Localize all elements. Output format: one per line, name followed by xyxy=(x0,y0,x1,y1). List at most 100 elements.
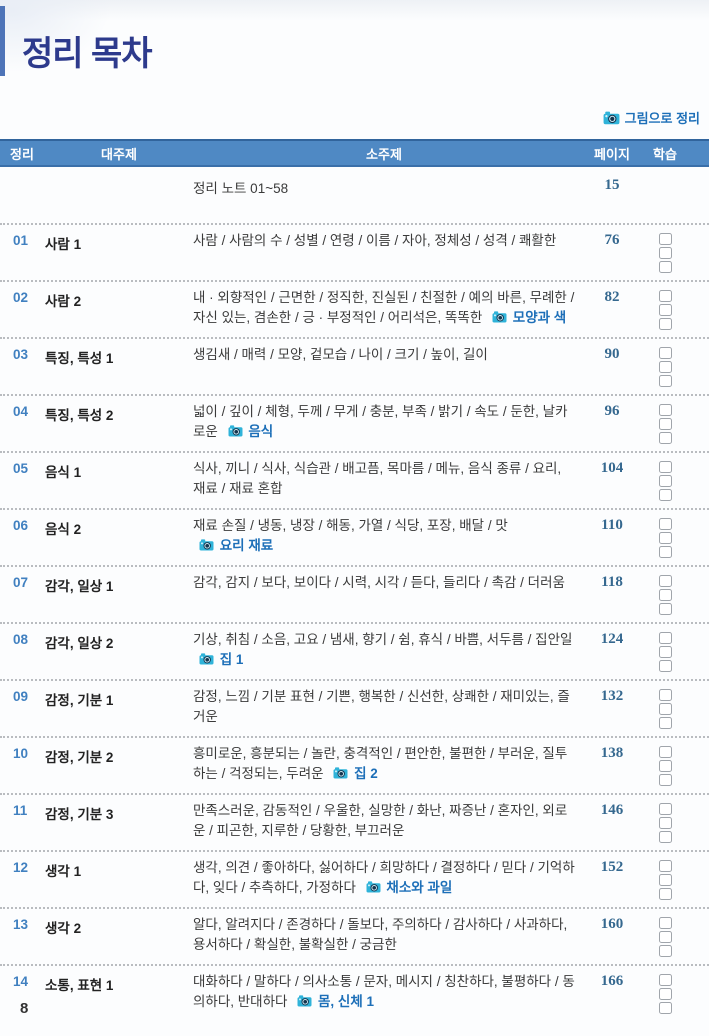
study-checkbox[interactable] xyxy=(658,860,672,872)
row-number: 13 xyxy=(13,917,29,932)
study-checkbox[interactable] xyxy=(658,945,672,957)
photo-tag[interactable]: 요리 재료 xyxy=(193,538,273,553)
row-number: 12 xyxy=(13,860,29,875)
photo-tag[interactable]: 모양과 색 xyxy=(486,310,566,325)
row-main-topic: 사람 2 xyxy=(45,294,82,309)
study-checkbox[interactable] xyxy=(658,632,672,644)
table-row: 03 특징, 특성 1 생김새 / 매력 / 모양, 겉모습 / 나이 / 크기… xyxy=(0,337,709,394)
row-main-topic: 감정, 기분 2 xyxy=(45,750,114,765)
row-subtopics: 대화하다 / 말하다 / 의사소통 / 문자, 메시지 / 칭찬하다, 불평하다… xyxy=(193,972,583,1011)
table-row: 06 음식 2 재료 손질 / 냉동, 냉장 / 해동, 가열 / 식당, 포장… xyxy=(0,508,709,565)
study-checkbox[interactable] xyxy=(658,247,672,259)
study-checkbox[interactable] xyxy=(658,575,672,587)
study-checkbox[interactable] xyxy=(658,475,672,487)
study-checkbox[interactable] xyxy=(658,261,672,273)
subtopic-text: 식사, 끼니 / 식사, 식습관 / 배고픔, 목마름 / 메뉴, 음식 종류 … xyxy=(193,461,562,496)
subtopic-text: 생각, 의견 / 좋아하다, 싫어하다 / 희망하다 / 결정하다 / 믿다 /… xyxy=(193,860,575,895)
photo-tag[interactable]: 음식 xyxy=(222,424,273,439)
study-checkbox[interactable] xyxy=(658,760,672,772)
row-number: 07 xyxy=(13,575,29,590)
row-subtopics: 넓이 / 깊이 / 체형, 두께 / 무게 / 충분, 부족 / 밝기 / 속도… xyxy=(193,402,583,441)
photo-tag-label: 몸, 신체 1 xyxy=(317,993,375,1009)
study-checkboxes xyxy=(641,858,689,900)
study-checkbox[interactable] xyxy=(658,318,672,330)
row-number: 03 xyxy=(13,347,29,362)
study-checkbox[interactable] xyxy=(658,461,672,473)
camera-icon xyxy=(366,880,381,893)
study-checkbox[interactable] xyxy=(658,546,672,558)
study-checkbox[interactable] xyxy=(658,746,672,758)
study-checkbox[interactable] xyxy=(658,931,672,943)
camera-icon xyxy=(603,111,620,124)
row-subtopics: 흥미로운, 흥분되는 / 놀란, 충격적인 / 편안한, 불편한 / 부러운, … xyxy=(193,744,583,783)
study-checkbox[interactable] xyxy=(658,233,672,245)
photo-tag[interactable]: 집 1 xyxy=(193,652,243,667)
study-checkbox[interactable] xyxy=(658,646,672,658)
table-row: 12 생각 1 생각, 의견 / 좋아하다, 싫어하다 / 희망하다 / 결정하… xyxy=(0,850,709,907)
study-checkbox[interactable] xyxy=(658,603,672,615)
study-checkbox[interactable] xyxy=(658,432,672,444)
photo-tag[interactable]: 집 2 xyxy=(327,766,378,781)
study-checkbox[interactable] xyxy=(658,831,672,843)
row-page-number: 132 xyxy=(600,688,624,704)
study-checkbox[interactable] xyxy=(658,774,672,786)
header-main-topic: 대주제 xyxy=(101,146,137,162)
study-checkbox[interactable] xyxy=(658,589,672,601)
row-number: 10 xyxy=(13,746,29,761)
row-number: 14 xyxy=(13,974,29,989)
photo-tag[interactable]: 몸, 신체 1 xyxy=(291,994,374,1009)
study-checkbox[interactable] xyxy=(658,874,672,886)
toc-header-row: 정리 대주제 소주제 페이지 학습 xyxy=(0,139,709,167)
study-checkbox[interactable] xyxy=(658,1002,672,1014)
row-main-topic: 감각, 일상 1 xyxy=(45,579,114,594)
book-page-number: 8 xyxy=(20,1000,29,1017)
note-row-page-number: 15 xyxy=(604,177,620,193)
study-checkbox[interactable] xyxy=(658,518,672,530)
title-accent-stripe xyxy=(0,6,5,76)
row-number: 01 xyxy=(13,233,29,248)
row-main-topic: 생각 1 xyxy=(45,864,82,879)
study-checkbox[interactable] xyxy=(658,361,672,373)
study-checkbox[interactable] xyxy=(658,988,672,1000)
row-subtopics: 사람 / 사람의 수 / 성별 / 연령 / 이름 / 자아, 정체성 / 성격… xyxy=(193,231,583,251)
study-checkbox[interactable] xyxy=(658,404,672,416)
study-checkbox[interactable] xyxy=(658,917,672,929)
study-checkboxes xyxy=(641,516,689,558)
photo-tag[interactable]: 채소와 과일 xyxy=(360,880,452,895)
study-checkbox[interactable] xyxy=(658,532,672,544)
camera-icon xyxy=(492,310,507,323)
study-checkboxes xyxy=(641,402,689,444)
study-checkbox[interactable] xyxy=(658,974,672,986)
study-checkboxes xyxy=(641,630,689,672)
study-checkbox[interactable] xyxy=(658,290,672,302)
table-row: 01 사람 1 사람 / 사람의 수 / 성별 / 연령 / 이름 / 자아, … xyxy=(0,223,709,280)
row-page-number: 104 xyxy=(600,460,624,476)
row-main-topic: 소통, 표현 1 xyxy=(45,978,114,993)
study-checkbox[interactable] xyxy=(658,489,672,501)
table-row: 07 감각, 일상 1 감각, 감지 / 보다, 보이다 / 시력, 시각 / … xyxy=(0,565,709,622)
row-subtopics: 감정, 느낌 / 기분 표현 / 기쁜, 행복한 / 신선한, 상쾌한 / 재미… xyxy=(193,687,583,726)
picture-summary-legend[interactable]: 그림으로 정리 xyxy=(603,108,700,127)
row-subtopics: 내 · 외향적인 / 근면한 / 정직한, 진실된 / 친절한 / 예의 바른,… xyxy=(193,288,583,327)
study-checkbox[interactable] xyxy=(658,717,672,729)
study-checkbox[interactable] xyxy=(658,347,672,359)
study-checkbox[interactable] xyxy=(658,888,672,900)
row-main-topic: 생각 2 xyxy=(45,921,82,936)
row-page-number: 124 xyxy=(600,631,624,647)
study-checkbox[interactable] xyxy=(658,660,672,672)
photo-tag-label: 요리 재료 xyxy=(219,537,274,553)
study-checkbox[interactable] xyxy=(658,418,672,430)
table-row: 04 특징, 특성 2 넓이 / 깊이 / 체형, 두께 / 무게 / 충분, … xyxy=(0,394,709,451)
study-checkbox[interactable] xyxy=(658,304,672,316)
study-checkbox[interactable] xyxy=(658,803,672,815)
subtopic-text: 만족스러운, 감동적인 / 우울한, 실망한 / 화난, 짜증난 / 혼자인, … xyxy=(193,803,568,838)
study-checkbox[interactable] xyxy=(658,817,672,829)
study-checkbox[interactable] xyxy=(658,689,672,701)
note-row-label: 정리 노트 01~58 xyxy=(193,181,289,196)
study-checkbox[interactable] xyxy=(658,703,672,715)
header-page: 페이지 xyxy=(594,146,630,162)
row-subtopics: 생김새 / 매력 / 모양, 겉모습 / 나이 / 크기 / 높이, 길이 xyxy=(193,345,583,365)
study-checkbox[interactable] xyxy=(658,375,672,387)
photo-tag-label: 집 1 xyxy=(219,651,244,667)
table-row: 08 감각, 일상 2 기상, 취침 / 소음, 고요 / 냄새, 향기 / 쉼… xyxy=(0,622,709,679)
